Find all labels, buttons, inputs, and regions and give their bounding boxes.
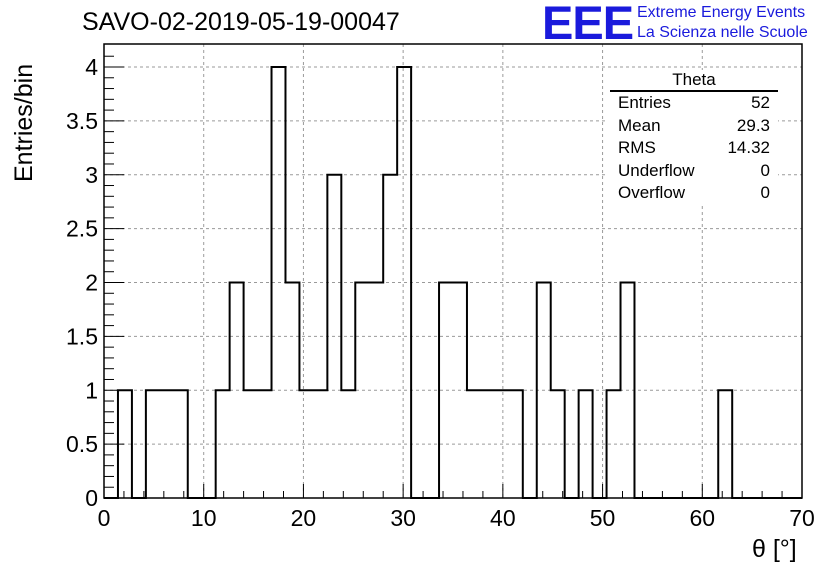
stats-row-rms: RMS 14.32 xyxy=(608,137,778,160)
stats-value: 0 xyxy=(760,160,770,180)
y-tick-label: 0.5 xyxy=(66,431,98,457)
stats-row-overflow: Overflow 0 xyxy=(608,182,778,205)
x-tick-label: 40 xyxy=(490,505,516,531)
stats-label: Overflow xyxy=(618,183,686,202)
y-tick-label: 2.5 xyxy=(66,216,98,242)
logo-mark: EEE xyxy=(542,0,634,49)
plot-frame xyxy=(103,43,803,499)
stats-box: Theta Entries 52 Mean 29.3 RMS 14.32 Und… xyxy=(608,70,778,205)
y-tick-label: 2 xyxy=(85,270,98,296)
logo-line2: La Scienza nelle Scuole xyxy=(637,24,808,41)
stats-label: Mean xyxy=(618,115,661,135)
x-tick-label: 60 xyxy=(689,505,715,531)
x-tick-label: 10 xyxy=(191,505,217,531)
x-tick-label: 30 xyxy=(390,505,416,531)
stats-row-underflow: Underflow 0 xyxy=(608,160,778,183)
tick-labels: 0 10 20 30 40 50 60 70 0 0.5 1 1.5 2 2.5 3 3.5 4 xyxy=(66,54,815,531)
x-tick-label: 70 xyxy=(789,505,815,531)
x-axis-label: θ [°] xyxy=(752,535,797,563)
x-tick-label: 20 xyxy=(291,505,317,531)
stats-row-entries: Entries 52 xyxy=(608,92,778,115)
logo-line1: Extreme Energy Events xyxy=(637,4,806,21)
x-tick-label: 50 xyxy=(590,505,616,531)
eee-logo: EEE Extreme Energy Events La Scienza nel… xyxy=(542,0,832,49)
stats-label: Entries xyxy=(618,93,671,112)
stats-label: RMS xyxy=(618,138,656,157)
stats-value: 14.32 xyxy=(727,138,770,157)
y-tick-label: 3.5 xyxy=(66,108,98,134)
stats-value: 52 xyxy=(751,93,770,112)
stats-label: Underflow xyxy=(618,160,695,180)
stats-title: Theta xyxy=(610,70,778,92)
y-tick-label: 1 xyxy=(85,377,98,403)
y-tick-label: 1.5 xyxy=(66,323,98,349)
stats-row-mean: Mean 29.3 xyxy=(608,115,778,138)
axis-ticks xyxy=(103,55,803,499)
y-tick-label: 0 xyxy=(85,485,98,511)
y-tick-label: 3 xyxy=(85,162,98,188)
stats-value: 0 xyxy=(760,183,770,202)
y-axis-label: Entries/bin xyxy=(10,63,38,182)
chart-title: SAVO-02-2019-05-19-00047 xyxy=(82,8,400,36)
stats-value: 29.3 xyxy=(736,115,770,135)
x-tick-label: 0 xyxy=(98,505,111,531)
y-tick-label: 4 xyxy=(85,54,98,80)
